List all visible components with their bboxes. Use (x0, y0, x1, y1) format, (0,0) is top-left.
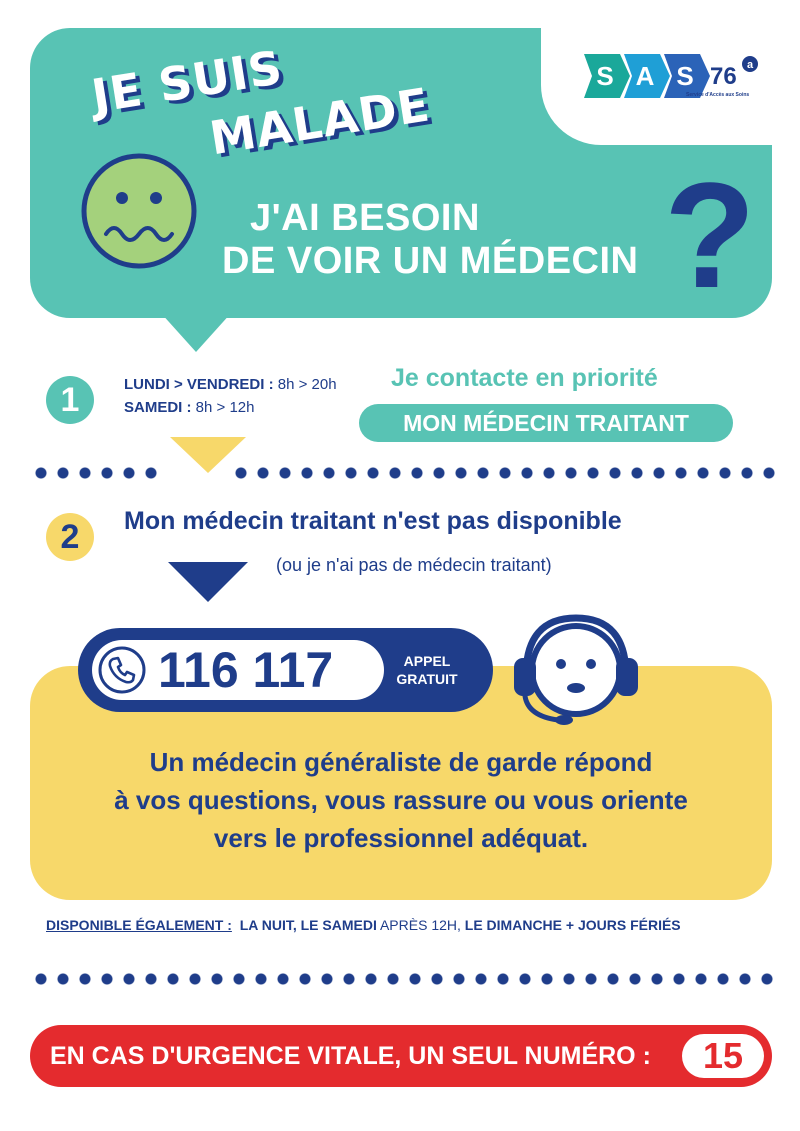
dotted-divider (30, 972, 778, 986)
logo-letter-s2: S (676, 61, 693, 91)
contact-priority-text: Je contacte en priorité (391, 364, 658, 392)
step-2-note: (ou je n'ai pas de médecin traitant) (276, 555, 552, 575)
info-line1: Un médecin généraliste de garde répond (149, 747, 653, 777)
phone-number[interactable]: 116 117 (158, 642, 334, 698)
dotted-divider (230, 466, 778, 480)
arrow-down-navy (168, 562, 248, 602)
emergency-text: EN CAS D'URGENCE VITALE, UN SEUL NUMÉRO … (50, 1042, 651, 1070)
logo-superscript: a (747, 59, 754, 71)
dotted-divider (30, 466, 162, 480)
bubble-tail (160, 312, 232, 352)
free-call-label: APPEL GRATUIT (392, 652, 462, 688)
step-2-badge: 2 (46, 513, 94, 561)
free-call-line1: APPEL (403, 653, 451, 669)
step-2-text: Mon médecin traitant n'est pas disponibl… (124, 507, 622, 535)
info-line3: vers le professionnel adéquat. (213, 823, 589, 853)
availability-label: DISPONIBLE ÉGALEMENT : (46, 917, 232, 933)
logo-tagline: Service d'Accès aux Soins (686, 92, 750, 98)
free-call-line2: GRATUIT (396, 671, 458, 687)
hours-weekdays-label: LUNDI > VENDREDI : (124, 376, 274, 393)
hours-weekdays-value: 8h > 20h (273, 376, 337, 393)
doctor-pill: MON MÉDECIN TRAITANT (359, 404, 733, 442)
availability-part1: LA NUIT, LE SAMEDI (239, 917, 377, 933)
headset-face-icon (514, 614, 638, 725)
hours-weekdays: LUNDI > VENDREDI : 8h > 20h (124, 376, 337, 393)
phone-icon (98, 646, 146, 694)
hours-saturday-label: SAMEDI : (124, 399, 192, 416)
logo-number: 76 (710, 63, 737, 90)
sick-face-icon (81, 153, 197, 269)
hours-saturday-value: 8h > 12h (191, 399, 255, 416)
emergency-banner (30, 1025, 772, 1087)
sas-logo: S A S 76 a (584, 54, 758, 98)
step-1-badge: 1 (46, 376, 94, 424)
subtitle-line1: J'AI BESOIN (250, 197, 480, 239)
availability-part3: LE DIMANCHE + JOURS FÉRIÉS (464, 917, 681, 933)
emergency-number[interactable]: 15 (682, 1034, 764, 1078)
availability-note: DISPONIBLE ÉGALEMENT : LA NUIT, LE SAMED… (46, 917, 681, 933)
info-line2: à vos questions, vous rassure ou vous or… (114, 785, 688, 815)
availability-part2: APRÈS 12H, (376, 917, 465, 933)
logo-letter-s1: S (596, 61, 613, 91)
hours-saturday: SAMEDI : 8h > 12h (124, 399, 254, 416)
subtitle-line2: DE VOIR UN MÉDECIN (222, 240, 639, 282)
logo-letter-a: A (636, 61, 655, 91)
question-mark: ? (664, 151, 756, 319)
